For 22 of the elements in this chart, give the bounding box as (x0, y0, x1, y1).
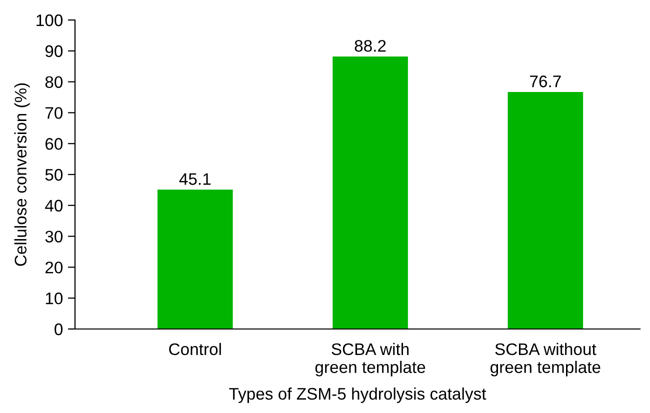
y-tick-label: 80 (45, 76, 63, 88)
y-tick-label: 0 (54, 323, 63, 336)
data-label: 88.2 (354, 40, 386, 52)
x-tick-label: SCBA with green template (315, 342, 426, 376)
y-tick-label: 20 (45, 262, 63, 274)
y-tick-label: 30 (45, 230, 63, 243)
y-axis-title: Cellulose conversion (%) (14, 83, 30, 266)
bar (508, 92, 584, 329)
y-tick-label: 90 (45, 45, 63, 58)
y-tick-label: 100 (36, 14, 63, 26)
y-tick-label: 40 (45, 200, 63, 212)
data-label: 76.7 (530, 76, 561, 88)
x-tick-label: SCBA without green template (490, 342, 600, 376)
x-axis-title: Types of ZSM-5 hydrolysis catalyst (229, 387, 486, 404)
y-tick-label: 60 (46, 138, 63, 150)
y-tick-label: 10 (46, 292, 63, 304)
data-label: 45.1 (179, 173, 211, 185)
y-tick-label: 70 (46, 107, 63, 119)
bar (157, 190, 233, 329)
y-tick-label: 50 (45, 168, 63, 181)
x-tick-label: Control (169, 342, 221, 356)
bar (332, 56, 408, 329)
